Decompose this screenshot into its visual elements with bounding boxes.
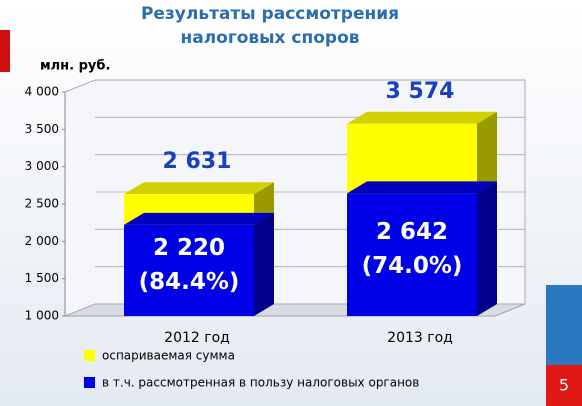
x-tick-label: 2012 год (164, 330, 230, 346)
bar-top (124, 212, 274, 225)
share-label: (84.4%) (139, 269, 240, 295)
bar (347, 193, 477, 316)
bar-side (254, 212, 274, 316)
y-tick-label: 2 000 (25, 234, 59, 248)
chart-title: Результаты рассмотрения (141, 4, 399, 24)
y-tick-label: 3 500 (25, 122, 59, 136)
page-badge (546, 365, 582, 406)
x-tick-label: 2013 год (387, 330, 453, 346)
page-number: 5 (559, 376, 569, 395)
legend-label: в т.ч. рассмотренная в пользу налоговых … (102, 376, 419, 390)
accent-red (0, 30, 10, 72)
share-label: (74.0%) (362, 253, 463, 279)
y-tick-label: 1 500 (25, 271, 59, 285)
y-tick-label: 2 500 (25, 197, 59, 211)
axis-label: млн. руб. (40, 59, 110, 74)
y-tick-label: 1 000 (25, 309, 59, 323)
bar (124, 224, 254, 316)
bar-side (477, 181, 497, 316)
y-tick-label: 4 000 (25, 85, 59, 99)
value-label: 2 642 (376, 219, 448, 245)
value-label: 3 574 (386, 79, 455, 104)
accent-blue (546, 285, 582, 365)
y-tick-label: 3 000 (25, 159, 59, 173)
bar-top (347, 111, 497, 124)
value-label: 2 631 (163, 149, 232, 174)
legend-label: оспариваемая сумма (102, 349, 235, 363)
legend-swatch (84, 377, 95, 388)
value-label: 2 220 (153, 235, 225, 261)
bar-top (347, 181, 497, 194)
legend-swatch (84, 350, 95, 361)
bar-top (124, 182, 274, 195)
chart-title: налоговых споров (180, 28, 359, 48)
